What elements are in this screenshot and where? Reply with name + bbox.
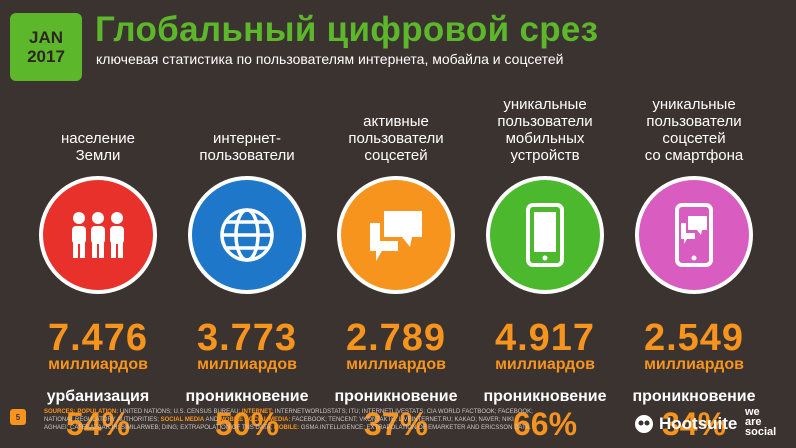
stat-unit: миллиардов xyxy=(197,356,297,373)
stat-label: интернет- пользователи xyxy=(199,130,295,164)
stat-label: уникальные пользователи соцсетей со смар… xyxy=(644,96,744,164)
people-icon xyxy=(72,212,124,258)
stat-icon-circle xyxy=(635,176,753,294)
hootsuite-text: Hootsuite xyxy=(659,414,738,433)
smartphone-icon xyxy=(526,203,564,267)
stat-value: 4.917 xyxy=(494,317,596,359)
stat-unit: миллиардов xyxy=(644,356,744,373)
stat-percent: 54% xyxy=(65,406,131,442)
stat-percent: 34% xyxy=(661,406,727,442)
logo-line: we xyxy=(745,406,760,418)
sources-list: GSMA INTELLIGENCE; EXTRAPOLATION OF EMAR… xyxy=(299,425,531,431)
owl-icon xyxy=(635,415,653,433)
stat-column-internet: интернет- пользователи 3.773 миллиардов … xyxy=(172,88,322,442)
stat-value: 2.789 xyxy=(345,317,447,359)
page-subtitle: ключевая статистика по пользователям инт… xyxy=(96,51,564,67)
sources-category: MOBILE SOCIAL MEDIA: xyxy=(219,417,291,423)
badge-month: JAN xyxy=(28,28,63,47)
page-title: Глобальный цифровой срез xyxy=(95,10,599,49)
logo-line: social xyxy=(745,426,777,438)
stat-percent: 66% xyxy=(512,406,578,442)
stat-value: 7.476 xyxy=(47,317,149,359)
stat-column-social: активные пользователи соцсетей 2.789 мил… xyxy=(321,88,471,442)
stat-metric: проникновение xyxy=(632,388,756,405)
stat-icon-circle xyxy=(188,176,306,294)
stat-value: 3.773 xyxy=(196,317,298,359)
stat-percent: 50% xyxy=(214,406,280,442)
date-badge: JAN 2017 xyxy=(10,13,82,81)
sources-list: AND xyxy=(204,417,220,423)
stat-metric: проникновение xyxy=(483,388,607,405)
stat-icon-circle xyxy=(486,176,604,294)
stat-percent: 37% xyxy=(363,406,429,442)
sources-category: SOCIAL MEDIA xyxy=(160,417,205,423)
stat-column-mobile-social: уникальные пользователи соцсетей со смар… xyxy=(619,88,769,442)
stat-unit: миллиардов xyxy=(48,356,148,373)
globe-icon xyxy=(220,208,274,262)
stat-metric: проникновение xyxy=(185,388,309,405)
stat-unit: миллиардов xyxy=(495,356,595,373)
stat-label: население Земли xyxy=(60,130,136,164)
stat-value: 2.549 xyxy=(643,317,745,359)
stat-label: активные пользователи соцсетей xyxy=(348,113,444,164)
sources-category: INTERNET: xyxy=(241,409,274,415)
sources-category: POPULATION: xyxy=(77,409,119,415)
page-number: 5 xyxy=(10,409,26,425)
stat-label: уникальные пользователи мобильных устрой… xyxy=(497,96,593,164)
stat-metric: проникновение xyxy=(334,388,458,405)
stat-icon-circle xyxy=(39,176,157,294)
sources-category: MOBILE: xyxy=(273,425,300,431)
badge-year: 2017 xyxy=(27,47,65,66)
sources-label: SOURCES: xyxy=(44,409,76,415)
stat-metric: урбанизация xyxy=(46,388,150,405)
hootsuite-logo: Hootsuite xyxy=(634,414,737,434)
chat-bubbles-icon xyxy=(370,211,422,261)
sources-list: UNITED NATIONS; U.S. CENSUS BUREAU; xyxy=(118,409,242,415)
sources-list: FACEBOOK; TENCENT; VKONTAKTE; LIVEINTERN… xyxy=(44,417,514,431)
stat-column-mobile: уникальные пользователи мобильных устрой… xyxy=(470,88,620,442)
sources-list: INTERNETWORLDSTATS; ITU; INTERNETLIVESTA… xyxy=(44,409,533,423)
smartphone-chat-icon xyxy=(675,203,713,267)
stat-icon-circle xyxy=(337,176,455,294)
stat-column-population: население Земли 7.476 миллиардов урбаниз… xyxy=(23,88,173,442)
logo-line: are xyxy=(745,416,762,428)
stat-unit: миллиардов xyxy=(346,356,446,373)
wearesocial-logo: we are social xyxy=(745,406,777,438)
sources-text: SOURCES: POPULATION: UNITED NATIONS; U.S… xyxy=(44,408,534,432)
